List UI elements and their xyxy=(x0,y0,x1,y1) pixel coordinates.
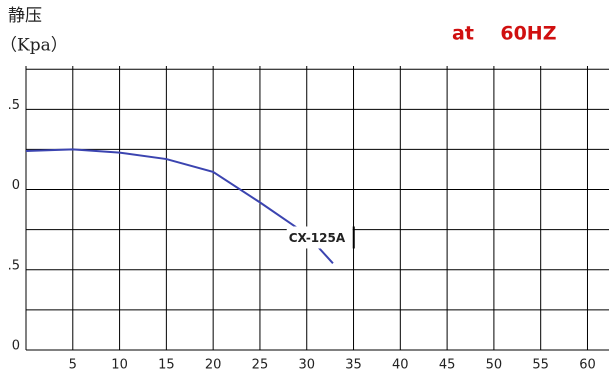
y-tick-label: .5 xyxy=(8,258,20,273)
x-tick-label: 25 xyxy=(252,358,269,373)
x-tick-label: 20 xyxy=(205,358,222,373)
y-axis-label: 静压 xyxy=(8,6,42,26)
x-tick-label: 5 xyxy=(69,358,77,373)
annotation: at 60HZ xyxy=(452,23,556,45)
series-label: CX-125A xyxy=(289,231,346,245)
x-tick-label: 50 xyxy=(486,358,503,373)
x-tick-label: 55 xyxy=(532,358,549,373)
y-axis-unit: （Kpa） xyxy=(0,36,68,56)
y-tick-label: 0 xyxy=(12,178,20,193)
x-tick-label: 45 xyxy=(439,358,456,373)
x-tick-label: 15 xyxy=(158,358,175,373)
y-tick-label: .5 xyxy=(8,98,20,113)
x-tick-label: 40 xyxy=(392,358,409,373)
x-tick-label: 35 xyxy=(345,358,362,373)
x-tick-label: 10 xyxy=(111,358,128,373)
x-tick-label: 30 xyxy=(298,358,315,373)
y-tick-label: 0 xyxy=(12,339,20,354)
x-tick-label: 60 xyxy=(579,358,596,373)
label-box xyxy=(286,226,353,249)
